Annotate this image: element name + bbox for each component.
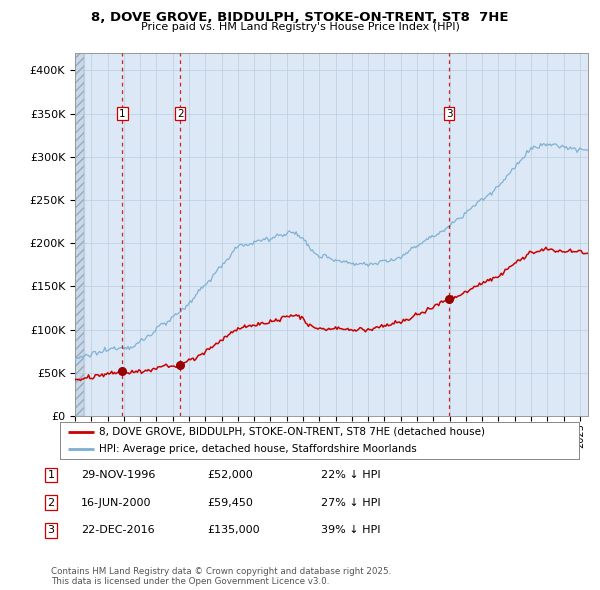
Text: £59,450: £59,450 [207,498,253,507]
Text: 16-JUN-2000: 16-JUN-2000 [81,498,151,507]
Text: 22% ↓ HPI: 22% ↓ HPI [321,470,380,480]
Text: 1: 1 [119,109,126,119]
Text: 27% ↓ HPI: 27% ↓ HPI [321,498,380,507]
Text: Contains HM Land Registry data © Crown copyright and database right 2025.
This d: Contains HM Land Registry data © Crown c… [51,567,391,586]
Text: 2: 2 [47,498,55,507]
Text: 22-DEC-2016: 22-DEC-2016 [81,526,155,535]
Text: £52,000: £52,000 [207,470,253,480]
Text: HPI: Average price, detached house, Staffordshire Moorlands: HPI: Average price, detached house, Staf… [99,444,416,454]
Text: 3: 3 [47,526,55,535]
Text: 2: 2 [177,109,184,119]
Text: 39% ↓ HPI: 39% ↓ HPI [321,526,380,535]
Text: Price paid vs. HM Land Registry's House Price Index (HPI): Price paid vs. HM Land Registry's House … [140,22,460,32]
Bar [75,53,84,416]
Text: 1: 1 [47,470,55,480]
Text: 3: 3 [446,109,452,119]
Text: £135,000: £135,000 [207,526,260,535]
Text: 29-NOV-1996: 29-NOV-1996 [81,470,155,480]
Bar [75,53,84,416]
Text: 8, DOVE GROVE, BIDDULPH, STOKE-ON-TRENT, ST8  7HE: 8, DOVE GROVE, BIDDULPH, STOKE-ON-TRENT,… [91,11,509,24]
Text: 8, DOVE GROVE, BIDDULPH, STOKE-ON-TRENT, ST8 7HE (detached house): 8, DOVE GROVE, BIDDULPH, STOKE-ON-TRENT,… [99,427,485,437]
